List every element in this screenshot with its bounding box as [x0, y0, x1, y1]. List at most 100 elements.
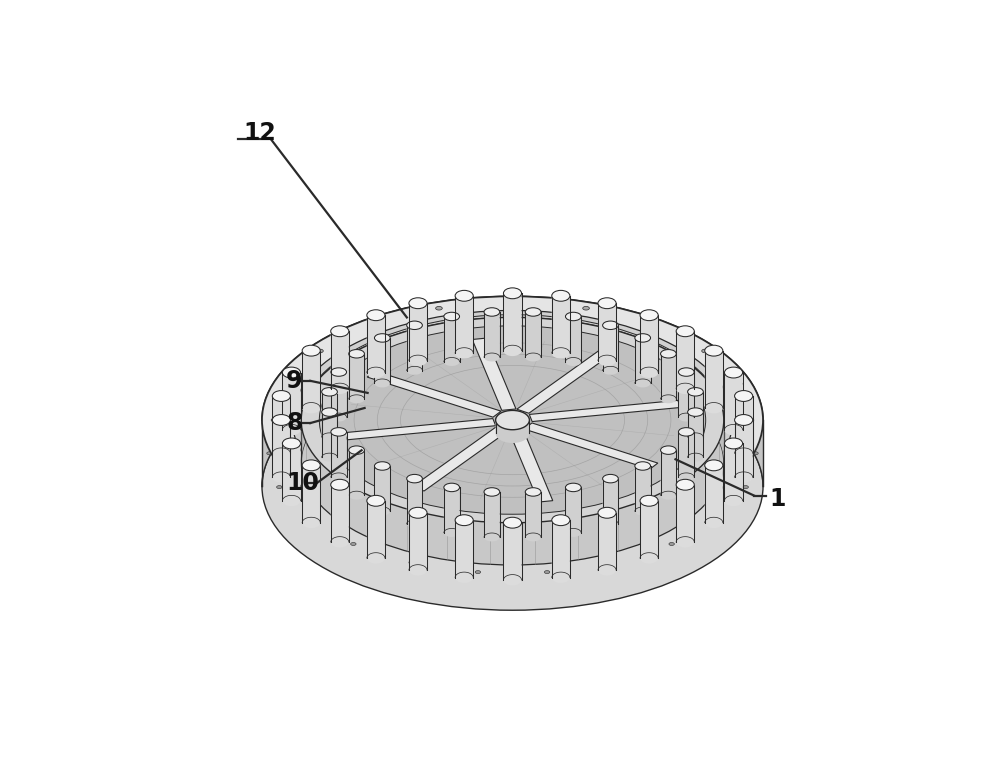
Ellipse shape — [409, 561, 414, 564]
Ellipse shape — [317, 488, 323, 491]
Ellipse shape — [552, 290, 570, 301]
Polygon shape — [598, 513, 616, 575]
Polygon shape — [367, 371, 501, 417]
Text: 12: 12 — [244, 122, 277, 145]
Polygon shape — [552, 296, 570, 358]
Polygon shape — [661, 450, 676, 499]
Ellipse shape — [322, 387, 337, 396]
Polygon shape — [705, 466, 723, 528]
Polygon shape — [705, 350, 723, 413]
Ellipse shape — [409, 298, 427, 309]
Ellipse shape — [598, 298, 616, 309]
Ellipse shape — [598, 507, 616, 518]
Ellipse shape — [484, 488, 500, 496]
Ellipse shape — [267, 452, 272, 455]
Ellipse shape — [678, 427, 694, 436]
Ellipse shape — [503, 517, 522, 528]
Text: 8: 8 — [286, 411, 303, 435]
Ellipse shape — [525, 308, 541, 316]
Ellipse shape — [444, 483, 460, 492]
Ellipse shape — [702, 488, 708, 491]
Ellipse shape — [367, 495, 385, 506]
Text: 10: 10 — [286, 471, 319, 495]
Polygon shape — [272, 396, 290, 459]
Polygon shape — [484, 312, 500, 361]
Ellipse shape — [331, 368, 347, 376]
Polygon shape — [509, 430, 553, 502]
Ellipse shape — [603, 321, 618, 329]
Polygon shape — [322, 392, 337, 441]
Ellipse shape — [736, 382, 742, 386]
Ellipse shape — [349, 350, 364, 358]
Ellipse shape — [678, 368, 694, 376]
Ellipse shape — [283, 382, 289, 386]
Ellipse shape — [509, 535, 516, 539]
Polygon shape — [676, 485, 694, 547]
Polygon shape — [444, 317, 460, 366]
Ellipse shape — [735, 415, 753, 426]
Polygon shape — [367, 315, 385, 378]
Ellipse shape — [635, 462, 651, 470]
Polygon shape — [407, 478, 422, 528]
Ellipse shape — [272, 390, 290, 401]
Ellipse shape — [367, 310, 385, 321]
Ellipse shape — [705, 460, 723, 470]
Polygon shape — [496, 420, 529, 443]
Ellipse shape — [374, 334, 390, 342]
Ellipse shape — [649, 323, 656, 327]
Ellipse shape — [603, 474, 618, 483]
Ellipse shape — [544, 571, 550, 574]
Polygon shape — [678, 372, 694, 422]
Polygon shape — [517, 349, 613, 413]
Polygon shape — [635, 466, 651, 516]
Polygon shape — [688, 412, 703, 462]
Polygon shape — [282, 444, 301, 506]
Ellipse shape — [736, 455, 742, 458]
Ellipse shape — [509, 301, 516, 304]
Ellipse shape — [455, 515, 473, 525]
Ellipse shape — [369, 514, 376, 517]
Ellipse shape — [283, 455, 289, 458]
Polygon shape — [724, 444, 743, 506]
Ellipse shape — [407, 321, 422, 329]
Polygon shape — [344, 419, 496, 440]
Polygon shape — [472, 338, 516, 410]
Ellipse shape — [565, 312, 581, 321]
Polygon shape — [444, 488, 460, 537]
Polygon shape — [302, 350, 320, 413]
Polygon shape — [598, 303, 616, 366]
Ellipse shape — [301, 314, 724, 525]
Ellipse shape — [302, 345, 320, 356]
Polygon shape — [302, 466, 320, 528]
Polygon shape — [409, 513, 427, 575]
Ellipse shape — [714, 517, 720, 520]
Text: 1: 1 — [769, 487, 785, 510]
Polygon shape — [331, 332, 349, 394]
Ellipse shape — [272, 415, 290, 426]
Polygon shape — [661, 354, 676, 403]
Ellipse shape — [331, 326, 349, 336]
Polygon shape — [322, 412, 337, 462]
Polygon shape — [565, 488, 581, 537]
Polygon shape — [407, 325, 422, 375]
Polygon shape — [525, 312, 541, 361]
Ellipse shape — [565, 483, 581, 492]
Polygon shape — [635, 338, 651, 387]
Polygon shape — [331, 432, 347, 481]
Ellipse shape — [351, 543, 356, 546]
Ellipse shape — [302, 460, 320, 470]
Polygon shape — [331, 372, 347, 422]
Ellipse shape — [271, 418, 278, 422]
Ellipse shape — [635, 334, 651, 342]
Ellipse shape — [292, 310, 733, 530]
Polygon shape — [374, 338, 390, 387]
Ellipse shape — [525, 488, 541, 496]
Ellipse shape — [676, 479, 694, 490]
Polygon shape — [503, 293, 522, 356]
Polygon shape — [374, 466, 390, 516]
Ellipse shape — [649, 514, 656, 517]
Polygon shape — [565, 317, 581, 366]
Ellipse shape — [409, 507, 427, 518]
Polygon shape — [503, 523, 522, 586]
Ellipse shape — [552, 515, 570, 525]
